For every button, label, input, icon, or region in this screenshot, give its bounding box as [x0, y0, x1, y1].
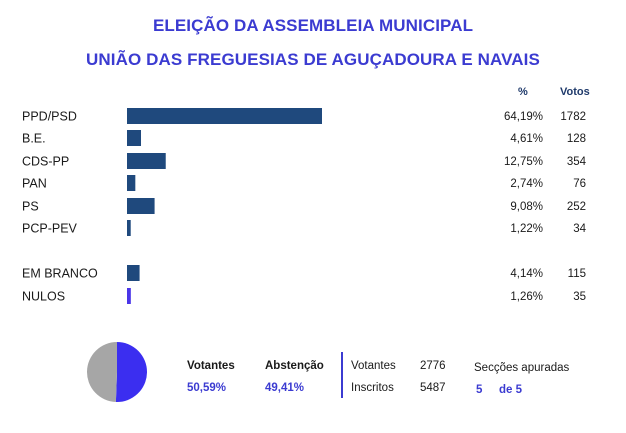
abstencao-heading: Abstenção [265, 360, 324, 372]
votes-label: 1782 [560, 111, 586, 123]
votantes-count: 2776 [420, 360, 446, 372]
result-bar [127, 220, 131, 236]
result-bar [127, 175, 136, 191]
party-label: PPD/PSD [22, 110, 77, 124]
party-label: NULOS [22, 290, 65, 304]
percent-label: 4,14% [510, 268, 543, 280]
party-label: EM BRANCO [22, 267, 98, 281]
party-label: PCP-PEV [22, 222, 78, 236]
percent-label: 4,61% [510, 133, 543, 145]
inscritos-label: Inscritos [351, 382, 394, 394]
percent-label: 2,74% [510, 178, 543, 190]
party-label: PS [22, 200, 39, 214]
votantes-count-label: Votantes [351, 360, 396, 372]
seccoes-total: de 5 [499, 384, 523, 396]
votantes-heading: Votantes [187, 360, 235, 372]
percent-label: 64,19% [504, 111, 543, 123]
votes-label: 128 [567, 133, 586, 145]
votes-label: 76 [573, 178, 586, 190]
abstencao-percent: 49,41% [265, 382, 305, 394]
votes-label: 252 [567, 201, 586, 213]
party-label: PAN [22, 177, 47, 191]
percent-label: 1,22% [510, 223, 543, 235]
pie-slice-abstencao [86, 342, 117, 402]
results-bar-chart: PPD/PSD 64,19% 1782 B.E. 4,61% 128 CDS-PP 12,75… [22, 108, 587, 304]
summary-divider [341, 352, 343, 398]
votes-label: 35 [573, 291, 586, 303]
votes-column-header: Votos [560, 86, 590, 98]
result-bar [127, 198, 155, 214]
party-label: CDS-PP [22, 155, 69, 169]
seccoes-label: Secções apuradas [474, 362, 570, 374]
result-bar [127, 130, 142, 146]
pct-column-header: % [518, 86, 528, 98]
turnout-pie-chart [86, 341, 148, 408]
result-bar [127, 265, 140, 281]
result-bar [127, 108, 322, 124]
percent-label: 9,08% [510, 201, 543, 213]
votes-label: 354 [567, 156, 587, 168]
result-bar [127, 153, 166, 169]
percent-label: 1,26% [510, 291, 543, 303]
result-bar [127, 288, 131, 304]
party-label: B.E. [22, 132, 46, 146]
inscritos-count: 5487 [420, 382, 446, 394]
seccoes-done: 5 [476, 384, 483, 396]
votantes-percent: 50,59% [187, 382, 227, 394]
votes-label: 115 [568, 268, 586, 280]
chart-title: ELEIÇÃO DA ASSEMBLEIA MUNICIPAL [152, 16, 474, 35]
votes-label: 34 [573, 223, 586, 235]
chart-subtitle: UNIÃO DAS FREGUESIAS DE AGUÇADOURA E NAV… [86, 50, 540, 69]
percent-label: 12,75% [504, 156, 543, 168]
pie-slice-votantes [115, 342, 147, 402]
